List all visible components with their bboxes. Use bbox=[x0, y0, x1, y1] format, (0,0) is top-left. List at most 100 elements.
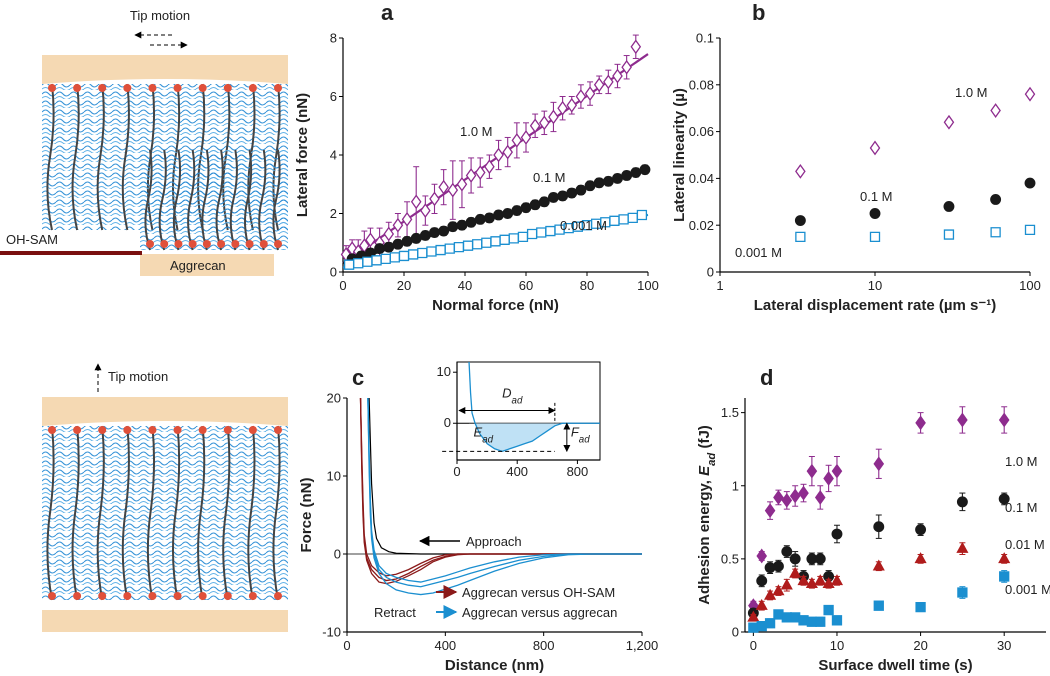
link-protein bbox=[98, 84, 107, 92]
marker bbox=[1024, 86, 1036, 102]
marker bbox=[481, 237, 492, 248]
core-protein bbox=[144, 149, 153, 251]
marker bbox=[943, 201, 955, 212]
marker bbox=[831, 528, 843, 540]
core-protein bbox=[187, 149, 196, 251]
series-label: 1.0 M bbox=[460, 124, 493, 139]
marker bbox=[990, 103, 1001, 118]
y-tick-label: 0 bbox=[330, 265, 337, 280]
marker bbox=[748, 622, 759, 633]
y-tick-label: 10 bbox=[327, 469, 341, 484]
y-tick-label: 0.06 bbox=[689, 124, 714, 139]
marker bbox=[392, 217, 404, 233]
y-tick-label: 0 bbox=[444, 415, 451, 430]
y-tick-label: 20 bbox=[327, 391, 341, 406]
marker bbox=[401, 235, 413, 247]
marker bbox=[447, 221, 459, 233]
marker bbox=[823, 604, 834, 616]
marker bbox=[383, 241, 395, 253]
panel-label: d bbox=[760, 365, 773, 390]
top-plate bbox=[42, 397, 288, 426]
marker bbox=[407, 249, 419, 260]
marker bbox=[814, 490, 826, 505]
core-protein bbox=[222, 425, 231, 601]
marker bbox=[429, 191, 440, 207]
marker bbox=[520, 202, 532, 214]
marker bbox=[603, 74, 614, 90]
marker bbox=[764, 588, 777, 600]
y-tick-label: 4 bbox=[330, 148, 337, 163]
marker bbox=[872, 559, 885, 571]
core-protein bbox=[272, 425, 281, 601]
y-tick-label: 1 bbox=[732, 478, 739, 493]
marker bbox=[914, 552, 927, 564]
y-tick-label: 0 bbox=[707, 265, 714, 280]
marker bbox=[822, 576, 835, 588]
marker bbox=[823, 471, 834, 486]
inset-label: Dad bbox=[502, 386, 523, 407]
marker bbox=[998, 412, 1010, 428]
marker bbox=[990, 227, 1001, 238]
marker bbox=[563, 222, 574, 234]
x-tick-label: 100 bbox=[637, 278, 659, 293]
adhesion-area bbox=[469, 423, 600, 452]
x-axis-label: Normal force (nN) bbox=[432, 297, 559, 314]
link-protein bbox=[48, 592, 56, 600]
link-protein bbox=[248, 84, 257, 92]
inset-curve bbox=[468, 361, 600, 453]
marker bbox=[520, 130, 532, 145]
marker bbox=[915, 524, 927, 536]
marker bbox=[956, 541, 969, 553]
marker bbox=[764, 618, 776, 629]
marker bbox=[621, 59, 632, 75]
y-tick-label: 0.04 bbox=[689, 171, 714, 186]
marker bbox=[545, 225, 556, 237]
force-curve bbox=[367, 398, 642, 596]
marker bbox=[465, 216, 477, 228]
label-part: ad bbox=[482, 434, 493, 445]
core-protein bbox=[121, 83, 130, 231]
core-protein bbox=[247, 425, 256, 601]
link-protein bbox=[173, 426, 182, 434]
link-protein bbox=[160, 240, 169, 248]
link-protein bbox=[223, 592, 232, 600]
link-protein bbox=[146, 240, 154, 248]
core-protein bbox=[71, 425, 80, 601]
link-protein bbox=[148, 426, 157, 434]
marker bbox=[593, 77, 605, 93]
marker bbox=[869, 231, 881, 243]
marker bbox=[456, 219, 468, 231]
marker bbox=[371, 255, 382, 266]
annotation: Retract bbox=[374, 605, 416, 620]
marker bbox=[1024, 177, 1036, 189]
marker bbox=[747, 610, 760, 622]
x-tick-label: 400 bbox=[434, 638, 456, 653]
x-tick-label: 20 bbox=[913, 638, 927, 653]
marker bbox=[627, 212, 638, 224]
marker bbox=[429, 227, 440, 238]
marker bbox=[566, 97, 578, 113]
marker bbox=[806, 463, 818, 479]
marker bbox=[806, 616, 818, 627]
marker bbox=[493, 209, 505, 221]
marker bbox=[572, 221, 583, 232]
marker bbox=[362, 256, 373, 267]
brush-layer bbox=[140, 150, 288, 250]
marker bbox=[999, 571, 1010, 582]
marker bbox=[444, 243, 455, 254]
marker bbox=[526, 228, 538, 240]
marker bbox=[636, 209, 648, 221]
marker bbox=[548, 109, 559, 125]
marker bbox=[781, 492, 793, 508]
marker bbox=[915, 415, 926, 431]
marker bbox=[438, 179, 449, 195]
link-protein bbox=[274, 240, 282, 248]
marker bbox=[490, 236, 501, 247]
series-label: 1.0 M bbox=[955, 85, 988, 100]
link-protein bbox=[198, 426, 207, 434]
marker bbox=[511, 132, 523, 148]
y-tick-label: 0.1 bbox=[696, 31, 714, 46]
marker bbox=[447, 182, 459, 198]
marker bbox=[630, 39, 642, 55]
x-tick-label: 400 bbox=[506, 464, 528, 479]
